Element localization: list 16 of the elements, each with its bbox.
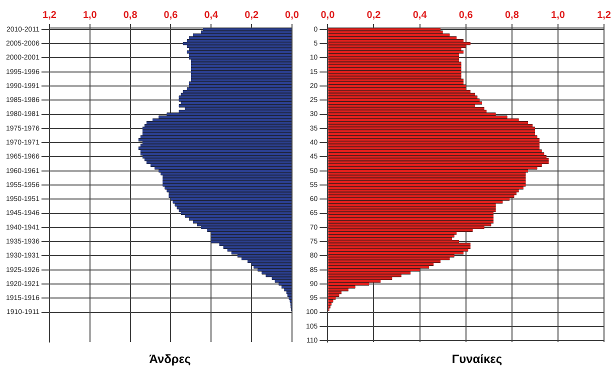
- x-tick-label: 0,2: [244, 10, 259, 21]
- x-tick-label: 1,2: [597, 10, 612, 21]
- x-tick-label: 0,6: [164, 10, 178, 21]
- x-axis-title: Άνδρες: [148, 352, 192, 366]
- x-tick-label: 0,4: [204, 10, 219, 21]
- x-tick-label: 1,2: [42, 10, 57, 21]
- x-tick-label: 0,0: [285, 10, 300, 21]
- x-tick-label: 1,0: [82, 10, 98, 21]
- x-tick-label: 0,4: [412, 10, 428, 21]
- x-tick-label: 0,8: [504, 10, 520, 21]
- x-tick-label: 0,2: [366, 10, 382, 21]
- x-tick-label: 1,0: [551, 10, 566, 21]
- x-tick-label: 0,0: [320, 10, 336, 21]
- x-tick-label: 0,6: [458, 10, 474, 21]
- x-axis-title: Γυναίκες: [450, 352, 504, 366]
- x-tick-label: 0,8: [123, 10, 138, 21]
